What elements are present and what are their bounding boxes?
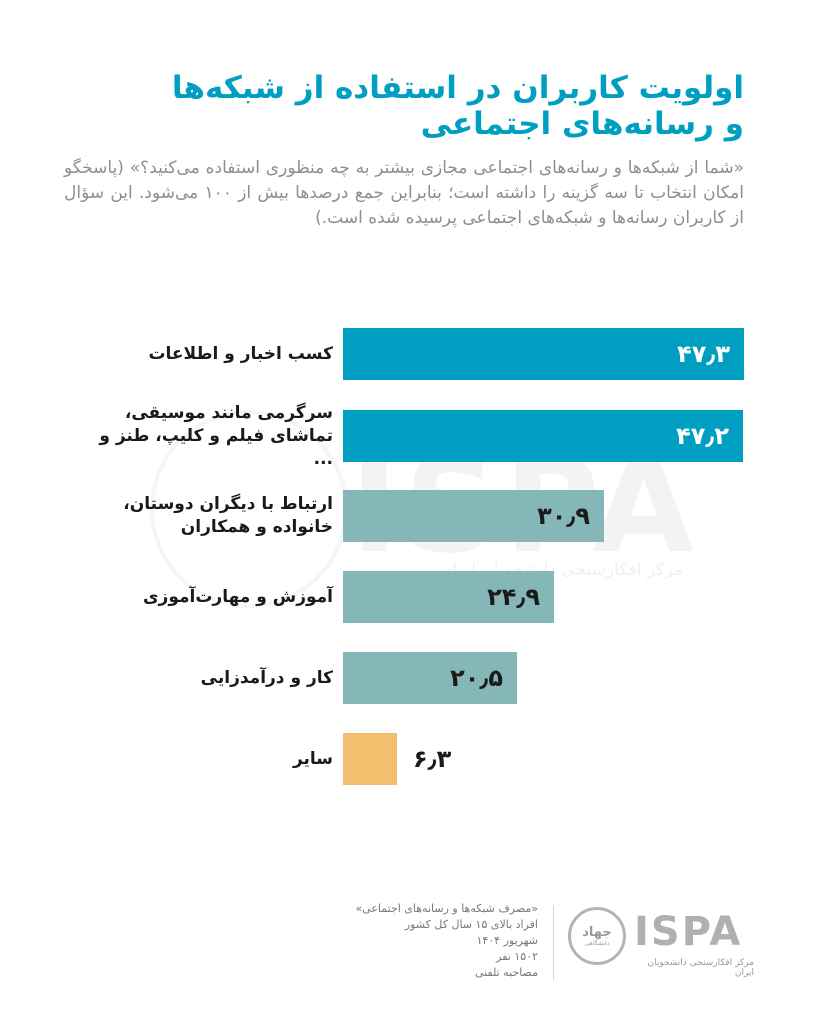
bar-education: ۲۴٫۹ <box>343 571 554 623</box>
bar-communication: ۳۰٫۹ <box>343 490 604 542</box>
bar-work-income: ۲۰٫۵ <box>343 652 517 704</box>
ispa-logo: ISPA <box>634 909 743 955</box>
survey-date: شهریور ۱۴۰۴ <box>476 934 538 947</box>
survey-name: «مصرف شبکه‌ها و رسانه‌های اجتماعی» <box>355 902 538 915</box>
survey-metadata: «مصرف شبکه‌ها و رسانه‌های اجتماعی» افراد… <box>318 901 538 981</box>
category-label: ارتباط با دیگران دوستان، خانواده و همکار… <box>123 494 333 537</box>
bar-news: ۴۷٫۳ <box>343 328 744 380</box>
bar-value: ۶٫۳ <box>413 745 452 773</box>
category-label: کسب اخبار و اطلاعات <box>148 343 333 364</box>
chart-row: سایر ۶٫۳ <box>0 733 820 785</box>
category-label: سرگرمی مانند موسیقی، تماشای فیلم و کلیپ،… <box>99 402 333 469</box>
chart-row: کسب اخبار و اطلاعات ۴۷٫۳ <box>0 328 820 380</box>
survey-question: «شما از شبکه‌ها و رسانه‌های اجتماعی مجاز… <box>64 158 744 228</box>
bar-value: ۳۰٫۹ <box>537 502 590 530</box>
bar-value: ۲۴٫۹ <box>487 583 540 611</box>
survey-method: مصاحبه تلفنی <box>474 966 538 979</box>
survey-sample-size: ۱۵۰۲ نفر <box>496 950 538 963</box>
page-title: اولویت کاربران در استفاده از شبکه‌ها و ر… <box>171 70 744 142</box>
bar-value: ۴۷٫۲ <box>676 422 729 450</box>
footer-divider <box>553 905 554 980</box>
bar-other <box>343 733 397 785</box>
chart-row: کار و درآمدزایی ۲۰٫۵ <box>0 652 820 704</box>
chart-row: آموزش و مهارت‌آموزی ۲۴٫۹ <box>0 571 820 623</box>
chart-row: ارتباط با دیگران دوستان، خانواده و همکار… <box>0 490 820 542</box>
category-label: سایر <box>292 748 333 769</box>
category-label: کار و درآمدزایی <box>200 667 333 688</box>
bar-value: ۴۷٫۳ <box>677 340 730 368</box>
ispa-logo-subtitle: مرکز افکارسنجی دانشجویان ایران <box>647 958 754 978</box>
chart-row: سرگرمی مانند موسیقی، تماشای فیلم و کلیپ،… <box>0 402 820 469</box>
bar-value: ۲۰٫۵ <box>450 664 503 692</box>
survey-population: افراد بالای ۱۵ سال کل کشور <box>404 918 538 931</box>
bar-chart: کسب اخبار و اطلاعات ۴۷٫۳ سرگرمی مانند مو… <box>0 328 820 785</box>
jahad-seal-icon: جهاد دانشگاهی <box>568 907 626 965</box>
bar-entertainment: ۴۷٫۲ <box>343 410 743 462</box>
category-label: آموزش و مهارت‌آموزی <box>142 586 333 607</box>
